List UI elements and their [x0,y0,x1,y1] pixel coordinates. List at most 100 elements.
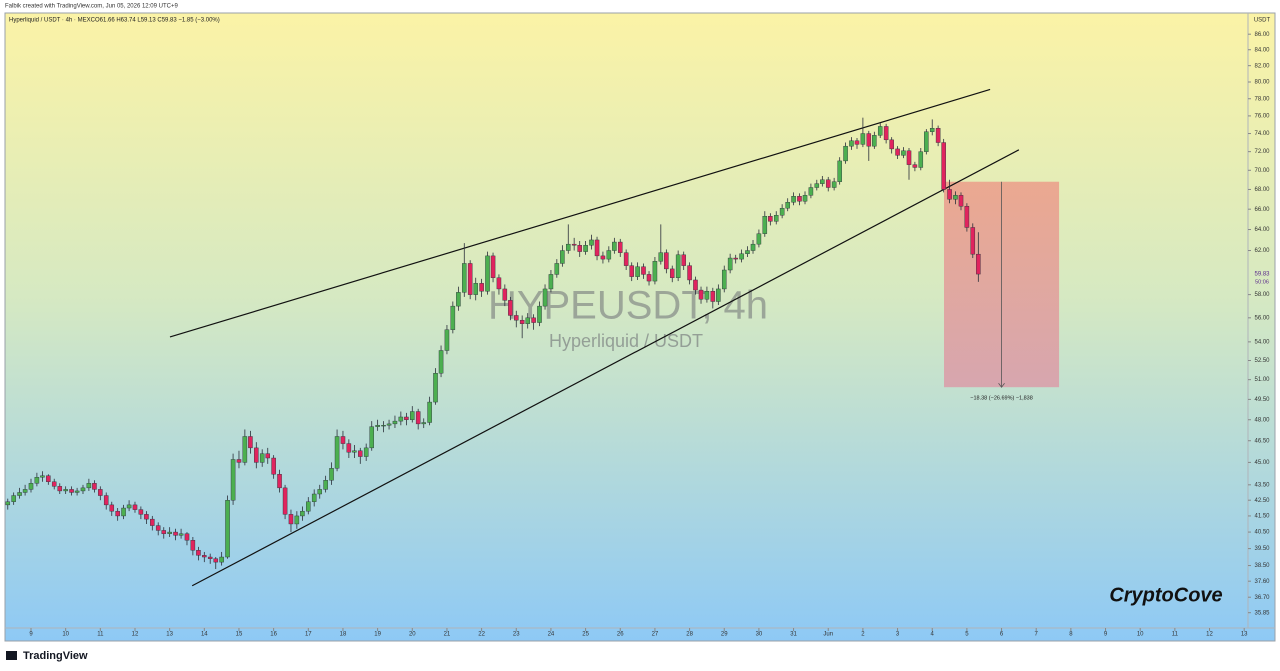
candle-body [144,514,149,520]
footer-logo: TradingView [6,650,88,662]
candle-body [462,263,467,293]
candle-body [109,504,115,512]
x-tick-label: 9 [29,632,33,638]
y-tick-label: 49.50 [1254,397,1270,403]
candle-body [739,253,744,260]
candle-body [906,150,912,165]
x-tick-label: 2 [861,632,865,638]
logo-text: TradingView [23,650,88,662]
x-tick-label: 14 [201,632,208,638]
candle-body [531,317,536,323]
candle-body [103,495,109,506]
candle-body [623,252,629,266]
candle-body [664,252,669,270]
x-tick-label: 19 [374,632,381,638]
x-tick-label: 4 [931,632,935,638]
candle-body [254,447,259,463]
candle-body [490,255,496,278]
candle-body [681,254,686,266]
x-tick-label: 3 [896,632,900,638]
candle-body [190,540,196,551]
candle-body [941,142,946,190]
candle-body [386,423,392,426]
candle-body [669,268,675,278]
candle-body [121,507,126,517]
candle-body [138,509,144,515]
x-tick-label: 29 [721,632,728,638]
y-tick-label: 70.00 [1254,168,1270,174]
x-tick-label: 11 [97,632,104,638]
y-tick-label: 39.50 [1254,546,1270,552]
candle-body [5,501,11,506]
candle-body [883,126,889,141]
candle-body [207,556,213,559]
plot-background [4,12,1276,642]
candle-body [629,265,634,277]
candle-body [537,305,542,323]
x-tick-label: 15 [236,632,243,638]
y-tick-label: 54.00 [1254,339,1270,345]
x-tick-label: 25 [582,632,589,638]
candle-body [236,459,242,463]
y-tick-label: 46.50 [1254,438,1270,444]
y-tick-label: 62.00 [1254,248,1270,254]
candle-body [929,128,935,132]
candle-body [635,266,640,277]
x-tick-label: 13 [1241,632,1248,638]
candle-body [716,288,721,302]
candle-body [167,531,172,534]
candle-body [849,140,854,147]
candle-body [132,504,138,510]
y-tick-label: 64.00 [1254,227,1270,233]
candle-body [46,475,51,482]
candle-body [658,252,664,262]
candle-body [652,261,658,282]
candle-body [98,489,103,496]
x-tick-label: 31 [790,632,797,638]
candle-body [173,531,178,536]
candle-body [577,245,582,252]
candle-body [791,196,796,203]
candle-body [433,373,438,403]
candle-body [340,436,346,444]
candle-body [363,447,369,457]
candle-body [583,245,588,252]
candle-body [196,550,201,556]
target-arrowhead [998,382,1005,388]
candle-body [17,492,22,496]
candle-body [375,425,380,427]
candle-body [86,483,92,489]
trendline [191,149,1020,587]
y-tick-label: 78.00 [1254,96,1270,102]
candle-body [566,243,571,251]
candle-body [248,436,253,449]
candle-body [63,489,68,492]
candle-body [727,257,733,271]
y-tick-label: 76.00 [1254,113,1270,119]
candle-body [698,289,704,300]
x-tick-label: 27 [652,632,659,638]
x-tick-label: 8 [1069,632,1073,638]
candle-body [230,459,236,501]
candle-body [265,453,271,459]
watermark-subtitle: Hyperliquid / USDT [549,331,703,351]
brand-watermark: CryptoCove [1109,584,1222,606]
candle-body [687,265,692,281]
x-tick-label: 10 [62,632,69,638]
candle-body [225,499,230,558]
candle-body [773,215,779,222]
candle-body [178,533,184,536]
candle-body [947,189,952,200]
x-tick-label: 9 [1104,632,1108,638]
y-tick-label: 36.70 [1254,595,1270,601]
candle-body [508,300,513,316]
candle-body [34,477,40,484]
y-tick-label: 38.50 [1254,563,1270,569]
candle-body [525,317,530,324]
last-price-label: 59.83 [1254,272,1270,278]
candle-body [282,487,288,515]
candle-body [854,140,860,145]
y-tick-label: 51.00 [1254,377,1270,383]
x-tick-label: Jun [823,632,833,638]
y-tick-label: 58.00 [1254,292,1270,298]
